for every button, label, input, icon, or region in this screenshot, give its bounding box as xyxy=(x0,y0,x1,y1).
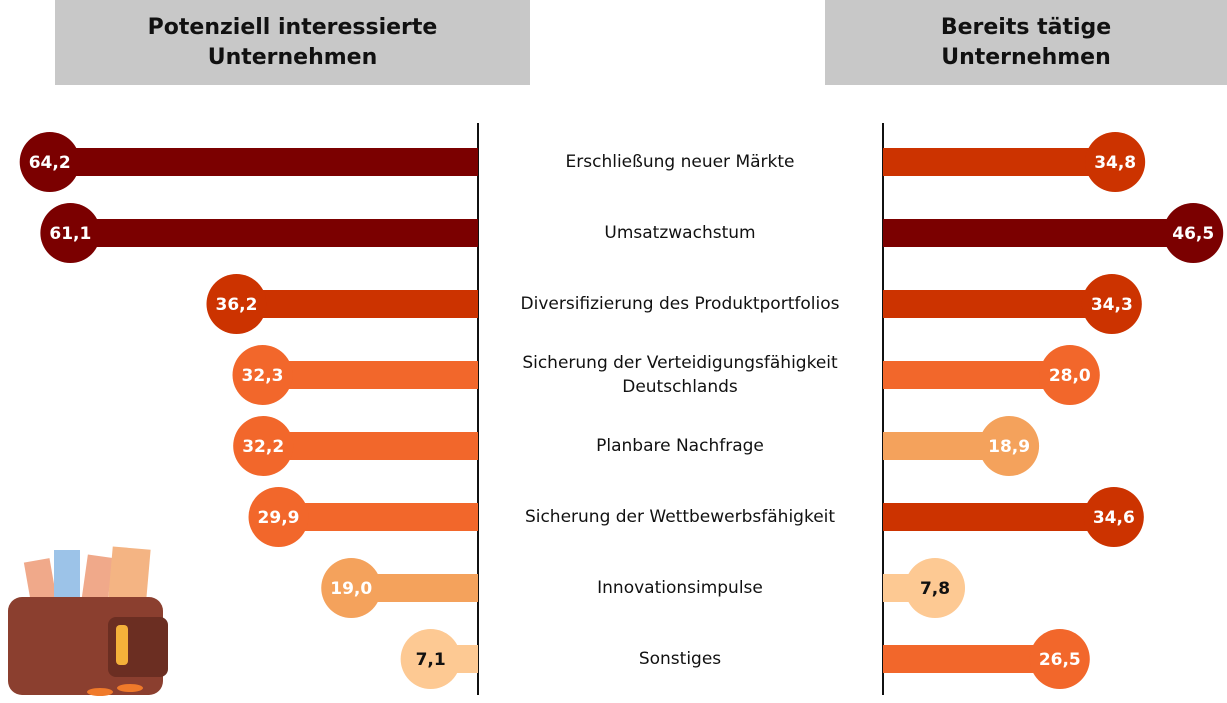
value-label: 19,0 xyxy=(330,579,372,599)
left-header: Potenziell interessierte Unternehmen xyxy=(55,0,530,85)
bar-end xyxy=(248,487,309,547)
wallet-icon xyxy=(8,546,168,696)
bar-end xyxy=(400,629,461,689)
value-label: 32,3 xyxy=(242,366,284,386)
category-label: Sonstiges xyxy=(638,649,722,669)
value-label: 32,2 xyxy=(242,437,284,457)
value-label: 7,8 xyxy=(920,579,950,599)
category-label: Umsatzwachstum xyxy=(604,223,756,243)
bar-end xyxy=(1081,274,1142,334)
category-label: Diversifizierung des Produktportfolios xyxy=(520,294,840,314)
value-label: 46,5 xyxy=(1172,224,1214,244)
value-label: 26,5 xyxy=(1039,650,1081,670)
series-title: Bereits tätige Unternehmen xyxy=(940,14,1112,70)
bar xyxy=(236,290,478,318)
bar-end xyxy=(1029,629,1090,689)
bar-end xyxy=(40,203,101,263)
bar-end xyxy=(232,345,293,405)
value-label: 34,3 xyxy=(1091,295,1133,315)
category-label: Planbare Nachfrage xyxy=(596,436,764,456)
bar xyxy=(49,148,479,176)
value-label: 7,1 xyxy=(416,650,446,670)
bar-end xyxy=(1085,132,1146,192)
value-label: 29,9 xyxy=(258,508,300,528)
bar xyxy=(883,219,1194,247)
value-label: 36,2 xyxy=(216,295,258,315)
bar xyxy=(883,503,1114,531)
value-label: 34,8 xyxy=(1094,153,1136,173)
value-label: 18,9 xyxy=(988,437,1030,457)
bar-end xyxy=(905,558,966,618)
bar-end xyxy=(233,416,294,476)
bar xyxy=(883,148,1116,176)
category-label: Sicherung der Verteidigungsfähigkeit Deu… xyxy=(522,353,838,397)
category-label: Erschließung neuer Märkte xyxy=(565,152,795,172)
bar xyxy=(883,361,1070,389)
bar-end xyxy=(1083,487,1144,547)
bar-end xyxy=(206,274,267,334)
bar-end xyxy=(19,132,80,192)
series-title: Potenziell interessierte Unternehmen xyxy=(147,14,438,70)
value-label: 28,0 xyxy=(1049,366,1091,386)
bar-end xyxy=(979,416,1040,476)
right-header: Bereits tätige Unternehmen xyxy=(825,0,1227,85)
bar-end xyxy=(321,558,382,618)
bar xyxy=(263,432,478,460)
bar xyxy=(70,219,478,247)
value-label: 34,6 xyxy=(1093,508,1135,528)
bar-end xyxy=(1163,203,1224,263)
value-label: 61,1 xyxy=(49,224,91,244)
bar-end xyxy=(1039,345,1100,405)
bar xyxy=(883,290,1112,318)
bar xyxy=(278,503,478,531)
value-label: 64,2 xyxy=(29,153,71,173)
bar xyxy=(262,361,478,389)
category-label: Sicherung der Wettbewerbsfähigkeit xyxy=(524,507,836,527)
category-label: Innovationsimpulse xyxy=(597,578,763,598)
